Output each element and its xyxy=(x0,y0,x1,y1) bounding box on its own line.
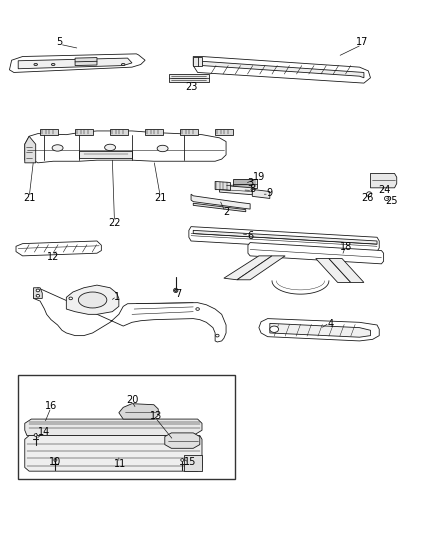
Ellipse shape xyxy=(121,63,125,66)
Text: 8: 8 xyxy=(249,184,255,195)
Polygon shape xyxy=(145,130,162,135)
Ellipse shape xyxy=(366,192,371,197)
Ellipse shape xyxy=(173,288,177,293)
Polygon shape xyxy=(370,173,396,188)
Ellipse shape xyxy=(36,294,39,297)
Ellipse shape xyxy=(69,297,72,300)
Text: 19: 19 xyxy=(252,172,265,182)
Text: 11: 11 xyxy=(113,459,126,469)
Polygon shape xyxy=(258,319,378,341)
Text: 22: 22 xyxy=(108,218,120,228)
Ellipse shape xyxy=(157,146,168,152)
Text: 10: 10 xyxy=(49,457,61,466)
Ellipse shape xyxy=(180,459,184,462)
Ellipse shape xyxy=(54,459,57,462)
Polygon shape xyxy=(25,131,226,163)
Text: 16: 16 xyxy=(45,401,57,411)
Polygon shape xyxy=(10,54,145,72)
Text: 20: 20 xyxy=(126,395,138,406)
Text: 2: 2 xyxy=(223,207,229,217)
Polygon shape xyxy=(75,130,92,135)
Ellipse shape xyxy=(104,144,115,151)
Polygon shape xyxy=(119,403,158,419)
Text: 21: 21 xyxy=(23,193,35,204)
Text: 3: 3 xyxy=(247,178,253,188)
Ellipse shape xyxy=(215,334,219,337)
Polygon shape xyxy=(180,130,197,135)
Text: 25: 25 xyxy=(384,196,396,206)
Ellipse shape xyxy=(36,289,39,292)
Polygon shape xyxy=(75,58,97,66)
Text: 9: 9 xyxy=(266,188,272,198)
Polygon shape xyxy=(219,185,252,195)
Ellipse shape xyxy=(269,326,278,333)
Polygon shape xyxy=(191,194,250,209)
Polygon shape xyxy=(193,230,376,244)
Polygon shape xyxy=(25,419,201,435)
Polygon shape xyxy=(169,74,208,82)
Text: 7: 7 xyxy=(174,289,180,299)
Polygon shape xyxy=(193,56,370,83)
Polygon shape xyxy=(269,324,370,337)
Text: 23: 23 xyxy=(184,82,197,92)
Ellipse shape xyxy=(78,292,106,308)
Polygon shape xyxy=(201,61,363,78)
Polygon shape xyxy=(215,181,230,190)
Text: 26: 26 xyxy=(360,193,373,204)
Text: 12: 12 xyxy=(47,252,59,262)
Ellipse shape xyxy=(51,63,55,66)
Polygon shape xyxy=(215,130,232,135)
Polygon shape xyxy=(16,241,101,256)
Polygon shape xyxy=(66,285,119,314)
Text: 1: 1 xyxy=(113,292,120,302)
Polygon shape xyxy=(79,151,132,158)
Polygon shape xyxy=(33,288,226,342)
Polygon shape xyxy=(18,58,132,69)
Polygon shape xyxy=(223,256,272,280)
Polygon shape xyxy=(25,136,35,163)
Polygon shape xyxy=(33,288,42,298)
Polygon shape xyxy=(164,433,199,448)
Text: 6: 6 xyxy=(247,231,253,241)
Text: 13: 13 xyxy=(150,411,162,422)
Text: 15: 15 xyxy=(183,457,195,466)
Ellipse shape xyxy=(34,63,37,66)
Text: 21: 21 xyxy=(154,193,166,204)
Text: 14: 14 xyxy=(37,427,49,438)
Text: 5: 5 xyxy=(57,37,63,47)
Polygon shape xyxy=(184,455,201,471)
Polygon shape xyxy=(110,130,127,135)
Text: 17: 17 xyxy=(355,37,367,47)
Polygon shape xyxy=(247,243,383,264)
Polygon shape xyxy=(237,256,285,280)
Polygon shape xyxy=(252,189,269,198)
Text: 4: 4 xyxy=(326,319,332,329)
Text: 18: 18 xyxy=(339,243,352,252)
Polygon shape xyxy=(193,203,245,212)
Polygon shape xyxy=(40,130,57,135)
Ellipse shape xyxy=(52,145,63,151)
Ellipse shape xyxy=(34,434,37,437)
Ellipse shape xyxy=(384,196,388,200)
Bar xyxy=(18,375,234,479)
Polygon shape xyxy=(315,259,350,282)
Polygon shape xyxy=(232,179,256,188)
Ellipse shape xyxy=(174,289,177,292)
Polygon shape xyxy=(188,227,378,252)
Polygon shape xyxy=(193,56,201,66)
Polygon shape xyxy=(328,259,363,282)
Polygon shape xyxy=(25,435,201,471)
Ellipse shape xyxy=(195,308,199,310)
Text: 24: 24 xyxy=(378,185,390,196)
